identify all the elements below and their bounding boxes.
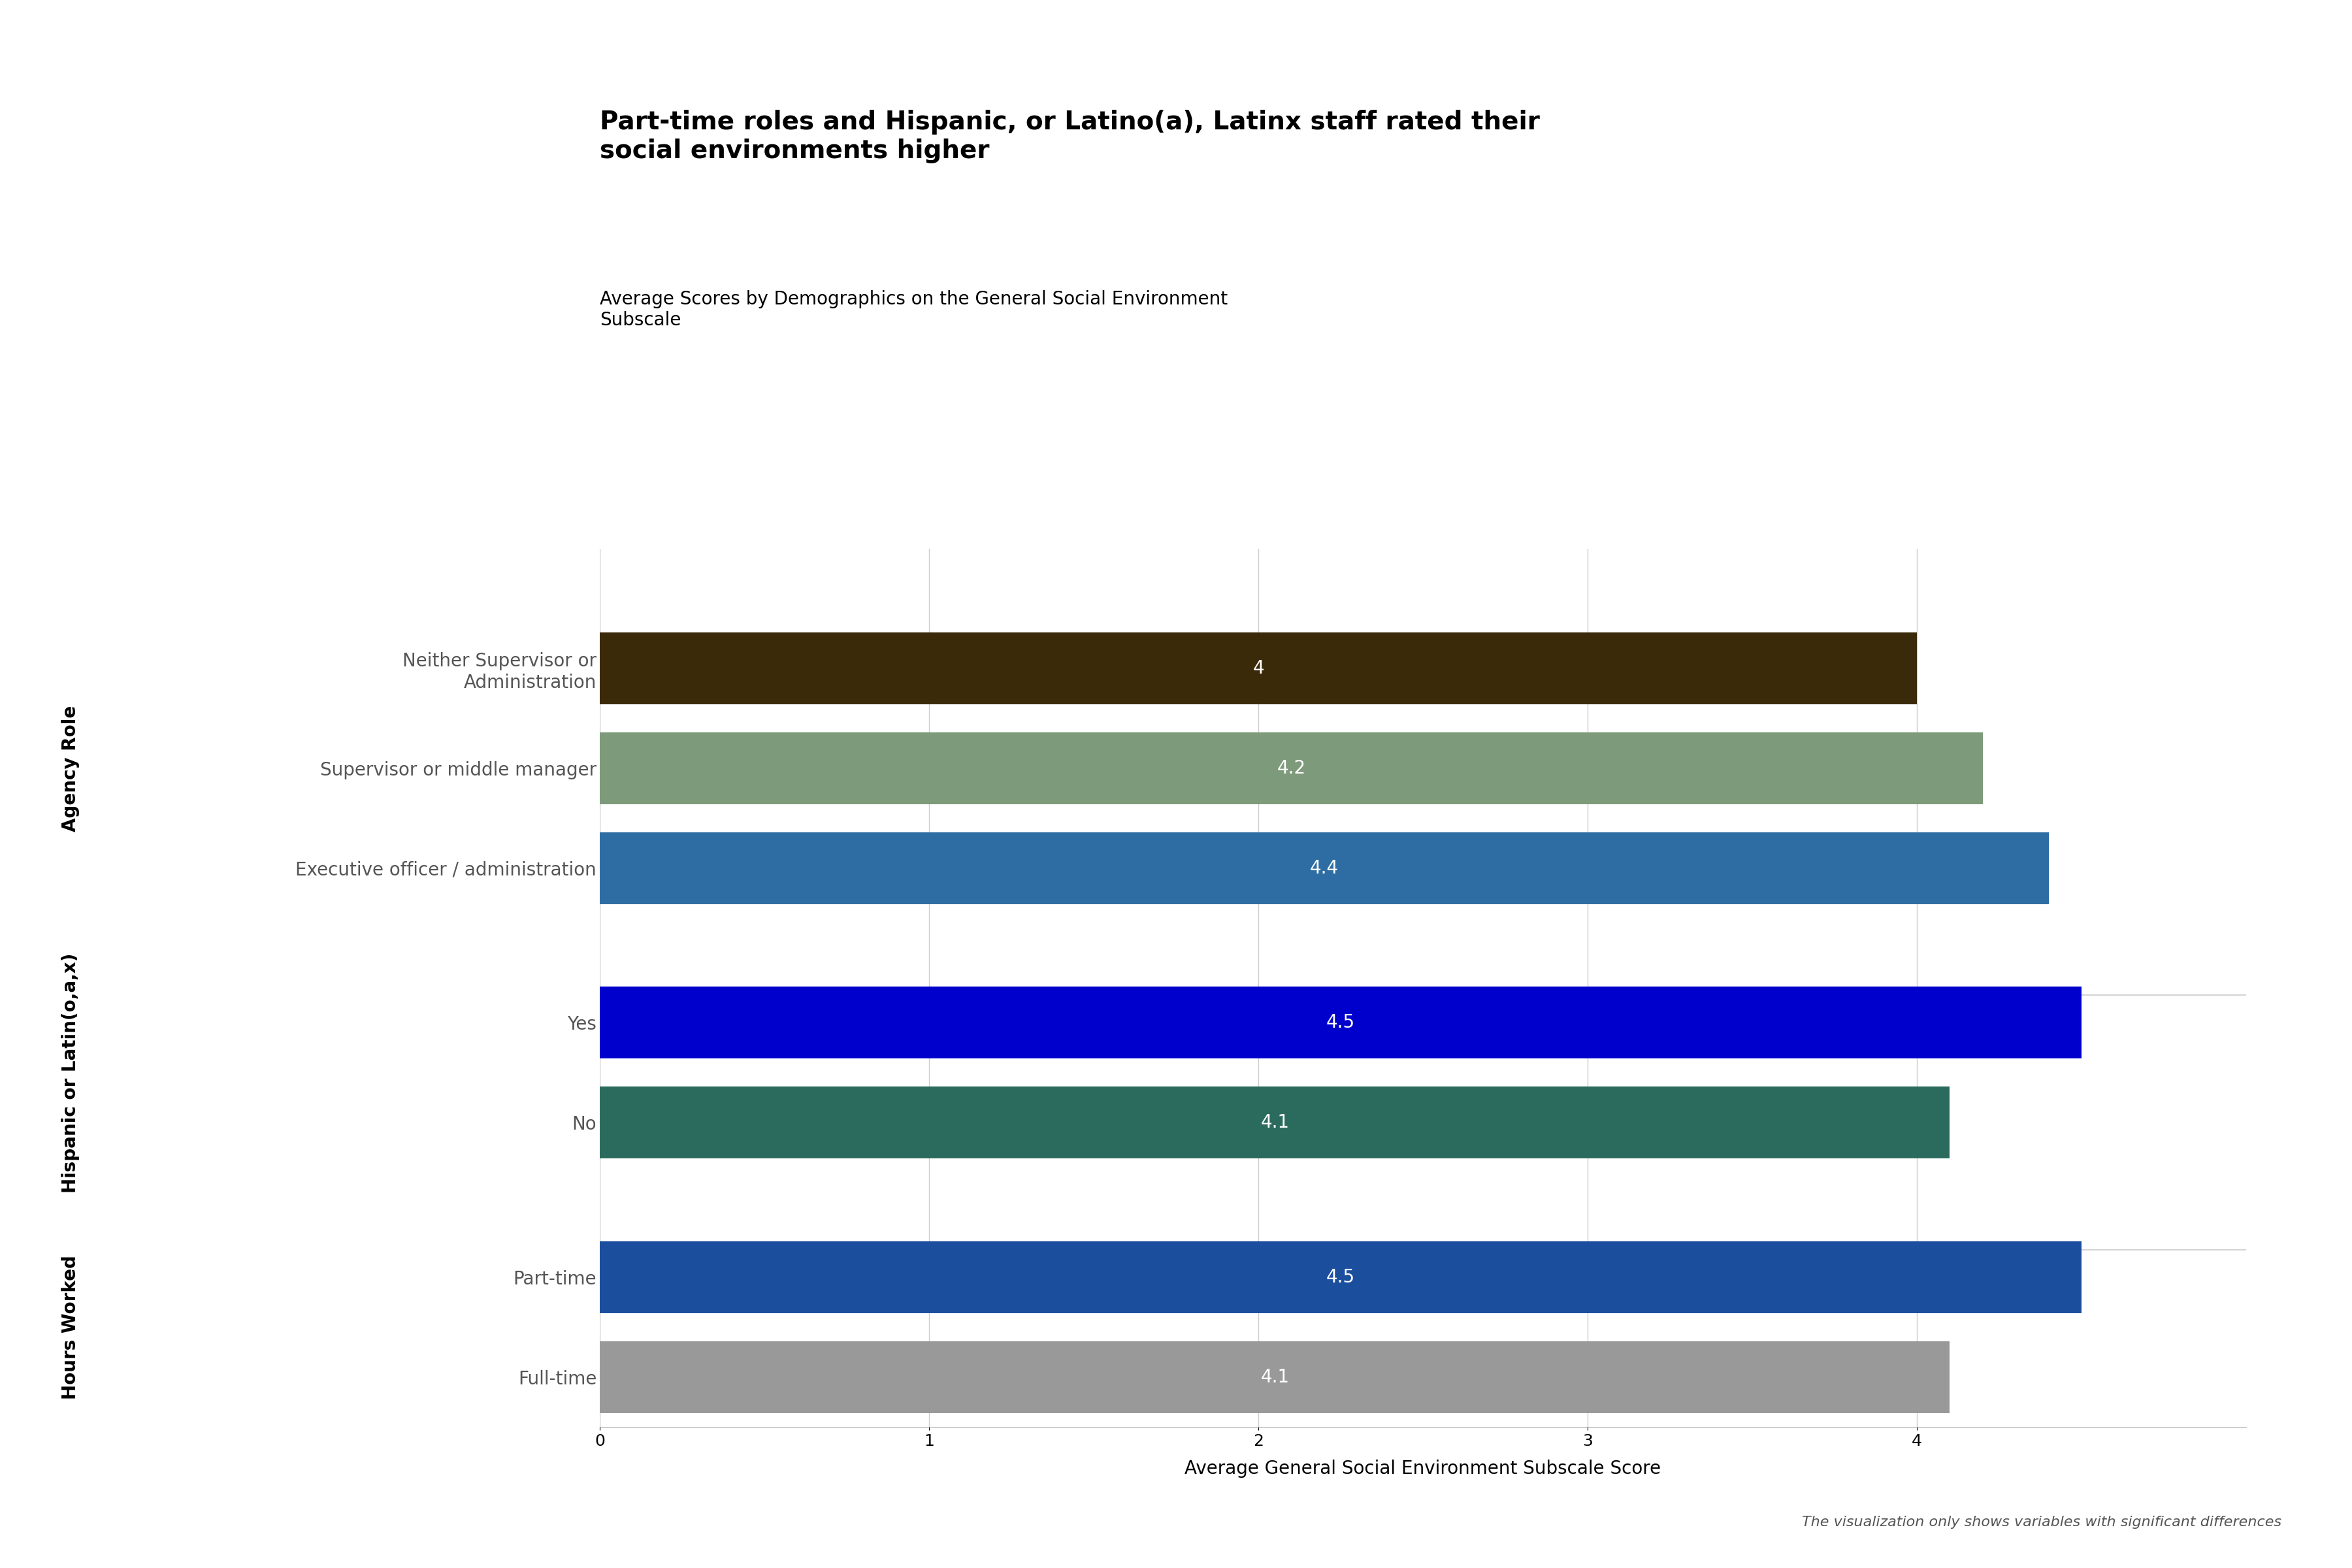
Text: 4.5: 4.5: [1327, 1013, 1355, 1032]
Text: The visualization only shows variables with significant differences: The visualization only shows variables w…: [1802, 1516, 2281, 1529]
Bar: [600, 986, 2082, 1058]
Bar: [600, 732, 1983, 804]
Text: Hours Worked: Hours Worked: [61, 1254, 80, 1399]
X-axis label: Average General Social Environment Subscale Score: Average General Social Environment Subsc…: [1185, 1460, 1661, 1479]
Text: 4.2: 4.2: [1277, 759, 1305, 778]
Bar: [600, 1087, 1950, 1159]
Bar: [600, 1242, 2082, 1312]
Text: 4.4: 4.4: [1310, 859, 1338, 877]
Text: Agency Role: Agency Role: [61, 706, 80, 831]
Text: 4: 4: [1254, 660, 1263, 677]
Text: Part-time roles and Hispanic, or Latino(a), Latinx staff rated their
social envi: Part-time roles and Hispanic, or Latino(…: [600, 110, 1541, 163]
Text: Hispanic or Latin(o,a,x): Hispanic or Latin(o,a,x): [61, 953, 80, 1193]
Text: 4.1: 4.1: [1261, 1367, 1289, 1386]
Text: 4.1: 4.1: [1261, 1113, 1289, 1132]
Bar: [600, 632, 1917, 704]
Bar: [600, 1341, 1950, 1413]
Text: 4.5: 4.5: [1327, 1269, 1355, 1286]
Text: Average Scores by Demographics on the General Social Environment
Subscale: Average Scores by Demographics on the Ge…: [600, 290, 1228, 329]
Bar: [600, 833, 2049, 905]
